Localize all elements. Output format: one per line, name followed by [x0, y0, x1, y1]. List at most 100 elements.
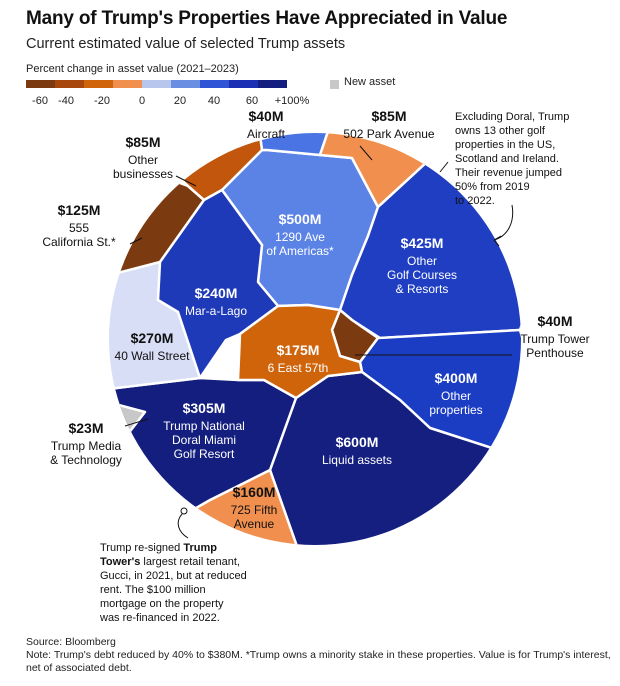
asset-name: & Technology — [50, 453, 122, 467]
asset-value: $40M — [537, 313, 572, 329]
legend-swatch-8 — [258, 80, 287, 88]
tower-annotation-line: Trump re-signed Trump — [100, 541, 310, 555]
tower-annotation-line: was re-financed in 2022. — [100, 612, 220, 624]
chart-title: Many of Trump's Properties Have Apprecia… — [26, 8, 508, 29]
legend-swatch-2 — [84, 80, 113, 88]
asset-name: Other — [441, 389, 471, 403]
asset-value: $85M — [371, 108, 406, 124]
asset-value: $305M — [183, 400, 226, 416]
asset-value: $125M — [58, 202, 101, 218]
asset-name: Golf Courses — [387, 268, 457, 282]
golf-annotation-line: 50% from 2019 — [455, 181, 530, 193]
golf-annotation-line: to 2022. — [455, 195, 495, 207]
asset-value: $500M — [279, 211, 322, 227]
tower-annotation-text: largest retail tenant, — [140, 556, 240, 568]
asset-name: Other — [128, 153, 158, 167]
footer: Source: Bloomberg Note: Trump's debt red… — [26, 636, 616, 675]
asset-name: Trump Tower — [520, 332, 589, 346]
asset-name: Penthouse — [526, 346, 584, 360]
footnote: Note: Trump's debt reduced by 40% to $38… — [26, 649, 611, 674]
note-marker-icon — [180, 507, 188, 515]
asset-value: $160M — [233, 484, 276, 500]
asset-value: $175M — [277, 342, 320, 358]
legend-swatch-5 — [171, 80, 200, 88]
asset-value: $23M — [68, 420, 103, 436]
tower-annotation-bold: Trump — [183, 542, 217, 554]
asset-name: 725 Fifth — [231, 503, 278, 517]
legend-tick-label: 40 — [207, 95, 221, 107]
leader-line — [177, 513, 189, 539]
legend-tick-label: 60 — [245, 95, 259, 107]
legend-tick-label: -40 — [58, 95, 74, 107]
cell-label-media: $23M Trump Media& Technology — [50, 420, 122, 467]
leader-line — [359, 145, 373, 161]
cell-label-east: $175M 6 East 57th — [268, 342, 329, 375]
legend-swatch-7 — [229, 80, 258, 88]
asset-name: Aircraft — [247, 127, 286, 141]
leader-line — [439, 161, 449, 173]
arrow-head-icon — [493, 235, 502, 247]
asset-value: $40M — [248, 108, 283, 124]
legend-ticks: -60 -40 -20 0 20 40 60 +100% — [0, 95, 620, 109]
golf-annotation-line: properties in the US, — [455, 139, 556, 151]
asset-value: $400M — [435, 370, 478, 386]
asset-name: Trump National — [163, 419, 245, 433]
golf-annotation-line: Excluding Doral, Trump — [455, 111, 570, 123]
new-asset-label: New asset — [344, 76, 396, 88]
legend-tick-label: 0 — [138, 95, 146, 107]
asset-name: Avenue — [234, 517, 275, 531]
legend-swatch-6 — [200, 80, 229, 88]
tower-annotation-line: mortgage on the property — [100, 598, 224, 610]
new-asset-swatch — [330, 80, 339, 89]
asset-name: Other — [407, 254, 437, 268]
legend-swatch-3 — [113, 80, 142, 88]
asset-name: 1290 Ave — [275, 230, 325, 244]
tower-annotation-bold: Tower's — [100, 556, 141, 568]
leader-line — [493, 204, 514, 241]
cell-label-wall: $270M 40 Wall Street — [115, 330, 191, 363]
legend-tick-label: -20 — [94, 95, 110, 107]
legend-swatch-4 — [142, 80, 171, 88]
asset-name: Mar-a-Lago — [185, 304, 247, 318]
asset-value: $425M — [401, 235, 444, 251]
asset-value: $85M — [125, 134, 160, 150]
tower-annotation-text: Trump re-signed — [100, 542, 184, 554]
asset-name: businesses — [113, 167, 173, 181]
asset-name: 40 Wall Street — [115, 349, 191, 363]
legend-tick-label: +100% — [274, 95, 310, 107]
tower-annotation-line: Tower's largest retail tenant, — [100, 555, 310, 569]
leader-line — [175, 175, 197, 187]
asset-name: 6 East 57th — [268, 361, 329, 375]
asset-name: 555 — [69, 221, 89, 235]
asset-name: 502 Park Avenue — [343, 127, 435, 141]
legend-tick-label: -60 — [32, 95, 48, 107]
cell-label-aircraft: $40M Aircraft — [247, 108, 286, 141]
asset-name: Trump Media — [51, 439, 122, 453]
leader-line — [129, 237, 143, 245]
asset-name: Liquid assets — [322, 453, 392, 467]
golf-annotation-line: Their revenue jumped — [455, 167, 563, 179]
cell-label-liquid: $600M Liquid assets — [322, 434, 392, 467]
asset-value: $270M — [131, 330, 174, 346]
legend-tick-label: 20 — [173, 95, 187, 107]
asset-name: & Resorts — [396, 282, 449, 296]
source-note: Source: Bloomberg — [26, 636, 116, 648]
leader-line — [124, 418, 149, 427]
asset-name: properties — [429, 403, 482, 417]
golf-annotation: Excluding Doral, Trump owns 13 other golf… — [455, 110, 615, 208]
asset-value: $600M — [336, 434, 379, 450]
legend-swatch-1 — [55, 80, 84, 88]
golf-annotation-line: Scotland and Ireland. — [455, 153, 559, 165]
trump-tower-annotation: Trump re-signed Trump Tower's largest ret… — [100, 541, 310, 625]
legend-swatch-0 — [26, 80, 55, 88]
asset-value: $240M — [195, 285, 238, 301]
cell-6-east-57th — [236, 303, 364, 400]
